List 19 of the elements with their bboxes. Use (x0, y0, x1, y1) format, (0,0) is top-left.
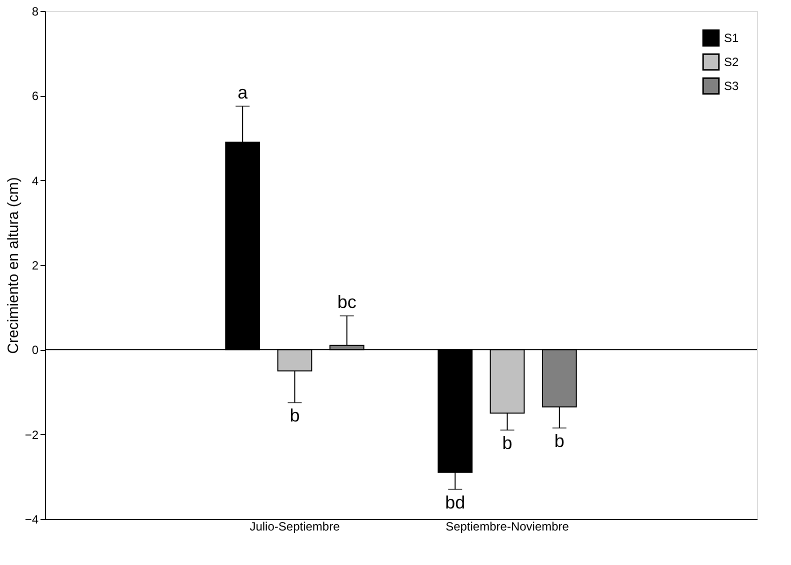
annotation: b (554, 430, 564, 451)
y-tick-label: −4 (24, 512, 39, 526)
x-tick-label: Julio-Septiembre (250, 520, 340, 534)
y-tick-label: 0 (32, 343, 39, 358)
legend-label: S2 (724, 55, 740, 69)
annotation: bc (337, 292, 356, 312)
y-tick-label: 4 (32, 174, 39, 188)
y-axis-title: Crecimiento en altura (cm) (4, 177, 22, 354)
y-tick-label: 6 (32, 89, 39, 104)
y-tick-label: 8 (32, 4, 39, 18)
x-tick-label: Septiembre-Noviembre (446, 520, 570, 534)
y-tick-label: 2 (32, 258, 39, 272)
legend-label: S1 (724, 31, 740, 45)
legend-label: S3 (724, 79, 740, 93)
annotation: b (290, 406, 300, 426)
annotation: bd (445, 492, 466, 512)
annotation: b (502, 433, 512, 454)
y-tick-label: −2 (24, 428, 39, 442)
annotation: a (238, 82, 249, 102)
